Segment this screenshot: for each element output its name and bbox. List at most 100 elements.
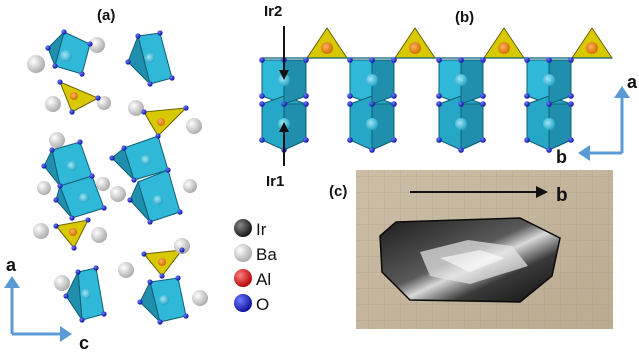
octahedron	[127, 32, 173, 86]
axis-c-label: c	[79, 333, 89, 353]
oxygen-atom	[480, 137, 486, 143]
oxygen-atom	[259, 93, 265, 99]
oxygen-atom	[391, 101, 397, 107]
oxygen-atom	[568, 57, 574, 63]
legend: Ir Ba Al O	[234, 219, 277, 314]
al-atom	[409, 42, 421, 54]
oxygen-atom	[480, 93, 486, 99]
ba-atom	[96, 177, 110, 191]
ba-atom	[192, 290, 208, 306]
oxygen-atoms	[41, 29, 189, 325]
oxygen-atom	[524, 57, 530, 63]
al-tetrahedron	[55, 219, 89, 249]
oxygen-atom	[347, 57, 353, 63]
panel-b-chain	[259, 27, 613, 153]
oxygen-atom	[524, 93, 530, 99]
oxygen-atom	[391, 137, 397, 143]
oxygen-atom	[436, 57, 442, 63]
oxygen-atom	[524, 101, 530, 107]
ba-atom	[128, 100, 144, 116]
ba-atom	[110, 186, 126, 202]
legend-ir-swatch	[234, 219, 252, 237]
al-atom	[586, 42, 598, 54]
ir-atom	[543, 74, 555, 86]
oxygen-atom	[568, 101, 574, 107]
ba-atom	[54, 275, 70, 291]
oxygen-atom	[480, 57, 486, 63]
oxygen-atom	[303, 57, 309, 63]
panel-a-label: (a)	[97, 7, 115, 24]
ba-atom	[89, 37, 105, 53]
axes-a-b: a b	[556, 72, 638, 167]
oxygen-atom	[458, 147, 464, 153]
al-atom	[498, 42, 510, 54]
oxygen-atom	[347, 93, 353, 99]
al-tetrahedron	[59, 81, 100, 113]
octahedron	[139, 277, 187, 324]
oxygen-atom	[524, 137, 530, 143]
ir1-label: Ir1	[266, 173, 284, 190]
ir-atom	[366, 74, 378, 86]
al-atom	[321, 42, 333, 54]
oxygen-atom	[259, 57, 265, 63]
oxygen-atom	[546, 101, 552, 107]
oxygen-atom	[303, 101, 309, 107]
crystal-photo: b	[356, 170, 613, 329]
ir-atom	[455, 74, 467, 86]
ba-atom	[183, 179, 197, 193]
ba-atom	[49, 132, 65, 148]
oxygen-atom	[369, 147, 375, 153]
b-direction-arrowhead	[536, 186, 548, 198]
ba-atom	[45, 96, 61, 112]
ba-atom	[118, 262, 134, 278]
octahedron-dimer	[43, 141, 105, 219]
axis-b-label-b: b	[556, 147, 567, 167]
oxygen-atom	[568, 93, 574, 99]
oxygen-atom	[480, 101, 486, 107]
legend-al-label: Al	[256, 270, 271, 289]
ba-atom	[186, 118, 202, 134]
oxygen-atom	[303, 93, 309, 99]
axis-a-label-b: a	[627, 72, 638, 92]
oxygen-atom	[347, 101, 353, 107]
octahedron	[65, 267, 105, 321]
ir-atom	[366, 118, 378, 130]
ir-atom	[543, 118, 555, 130]
oxygen-atom	[546, 147, 552, 153]
ba-atom	[37, 181, 51, 195]
oxygen-atom	[259, 101, 265, 107]
ba-atom	[27, 55, 45, 73]
ir1-arrowhead	[279, 122, 289, 132]
axis-a-label: a	[6, 255, 17, 275]
panel-b-label: (b)	[455, 9, 474, 26]
oxygen-atom	[369, 101, 375, 107]
octahedron-dimer	[111, 135, 181, 223]
oxygen-atom	[303, 137, 309, 143]
oxygen-atom	[391, 57, 397, 63]
legend-al-swatch	[234, 269, 252, 287]
oxygen-atom	[436, 93, 442, 99]
al-tetrahedron	[143, 249, 184, 277]
ir2-arrowhead	[279, 70, 289, 80]
panel-c-label: (c)	[329, 183, 347, 200]
oxygen-atom	[281, 101, 287, 107]
ba-atom	[91, 227, 107, 243]
ba-atom	[174, 238, 190, 254]
legend-ir-label: Ir	[256, 220, 267, 239]
oxygen-atom	[259, 137, 265, 143]
crystal-b-label: b	[556, 185, 568, 206]
oxygen-atom	[568, 137, 574, 143]
oxygen-atom	[369, 57, 375, 63]
legend-ba-label: Ba	[256, 245, 277, 264]
oxygen-atom	[436, 137, 442, 143]
oxygen-atom	[458, 101, 464, 107]
legend-o-swatch	[234, 294, 252, 312]
oxygen-atom	[436, 101, 442, 107]
axes-a-c: a c	[4, 255, 89, 353]
ba-atom	[97, 96, 111, 110]
ba-atom	[33, 223, 49, 239]
legend-o-label: O	[256, 295, 269, 314]
ir2-label: Ir2	[264, 3, 282, 20]
